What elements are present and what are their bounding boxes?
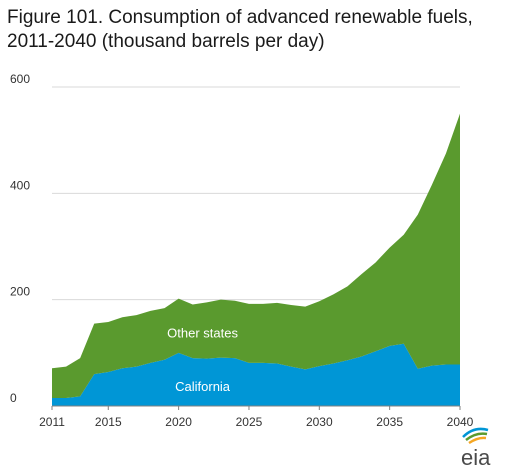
x-tick-label: 2011 xyxy=(39,415,65,429)
y-tick-label: 200 xyxy=(10,285,30,299)
series-labels: California Other states xyxy=(167,326,238,394)
eia-logo: eia xyxy=(461,427,491,470)
x-tick-label: 2020 xyxy=(165,415,192,429)
logo-arc-orange xyxy=(468,436,487,445)
stacked-areas xyxy=(52,113,460,406)
x-tick-label: 2030 xyxy=(306,415,333,429)
logo-arc-green xyxy=(465,432,488,441)
axes: 0 200 400 600 2011 2015 2020 2025 2030 2035 2040 xyxy=(10,72,474,429)
y-tick-label: 0 xyxy=(10,391,17,405)
eia-logo-text: eia xyxy=(461,445,491,470)
x-tick-label: 2025 xyxy=(236,415,263,429)
y-tick-label: 400 xyxy=(10,178,30,192)
x-tick-label: 2015 xyxy=(95,415,122,429)
area-california xyxy=(52,343,460,406)
x-tick-label: 2035 xyxy=(376,415,403,429)
logo-arc-blue xyxy=(462,427,489,438)
chart-title: Figure 101. Consumption of advanced rene… xyxy=(7,7,473,52)
y-tick-label: 600 xyxy=(10,72,30,86)
series-label-california: California xyxy=(175,379,231,394)
series-label-other-states: Other states xyxy=(167,326,238,341)
area-other-states xyxy=(52,113,460,399)
x-tick-label: 2040 xyxy=(447,415,474,429)
